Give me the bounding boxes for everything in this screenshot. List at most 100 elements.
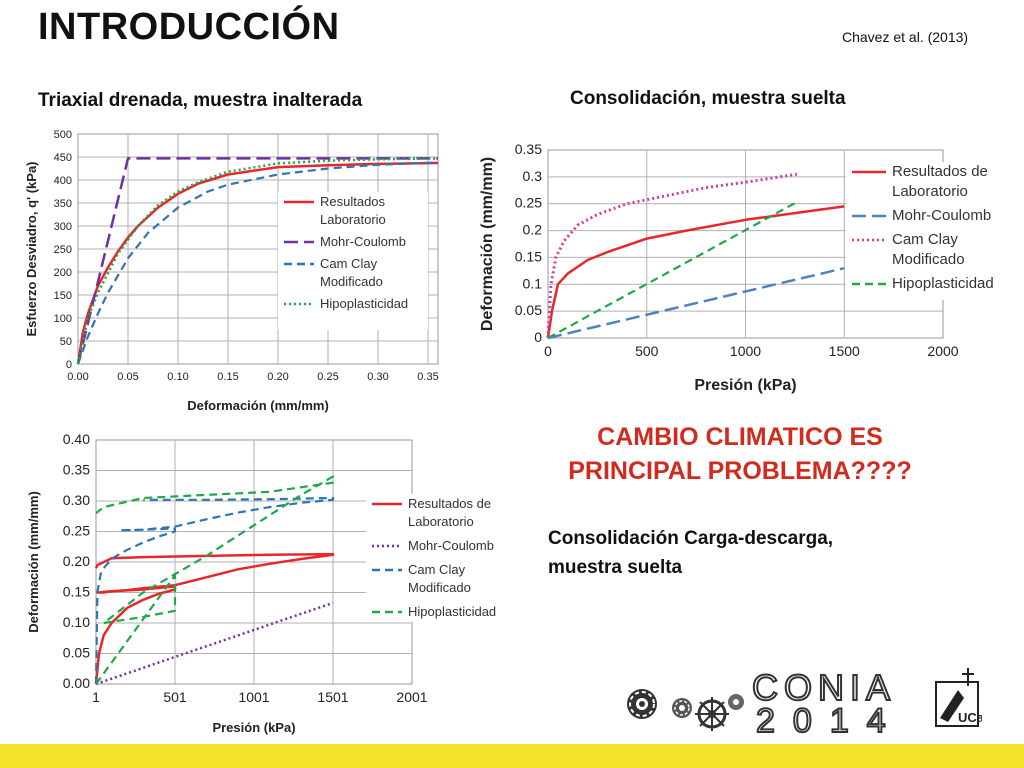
x-tick-label: 1500: [829, 343, 860, 359]
highlight-line-2: PRINCIPAL PROBLEMA????: [568, 457, 912, 485]
legend-label: Mohr-Coulomb: [892, 207, 991, 224]
x-tick-label: 2001: [396, 689, 427, 705]
y-tick-label: 0.00: [63, 675, 90, 691]
series-line-1: [94, 552, 335, 685]
series-line-3: [94, 496, 335, 685]
y-tick-label: 500: [54, 129, 72, 141]
conia-wordmark: CONIA: [752, 667, 896, 708]
y-tick-label: 0.1: [523, 275, 543, 291]
legend-label: Mohr-Coulomb: [320, 234, 406, 249]
y-tick-label: 0.10: [63, 614, 90, 630]
series-line-3: [76, 161, 439, 365]
y-tick-label: 200: [54, 267, 72, 279]
conia-logo: CONIA 2014: [627, 666, 904, 736]
consolidacion-subtitle: Consolidación, muestra suelta: [570, 88, 846, 109]
carga-descarga-chart: 0.000.050.100.150.200.250.300.350.401 501…: [26, 431, 516, 735]
triaxial-chart: 0 50 100 150 200 250 300 350 400 450 500 0.00 0.05 0.…: [24, 129, 439, 413]
legend-label: Laboratorio: [408, 514, 474, 529]
series-line-4: [547, 200, 800, 339]
page-title: INTRODUCCIÓN: [38, 6, 340, 48]
y-tick-label: 0.35: [515, 141, 542, 157]
y-tick-label: 100: [54, 313, 72, 325]
x-axis-label: Deformación (mm/mm): [187, 398, 329, 413]
x-tick-label: 501: [163, 689, 187, 705]
legend-label: Resultados de: [408, 496, 491, 511]
y-tick-label: 0.35: [63, 462, 90, 478]
legend-label: Cam Clay: [408, 562, 466, 577]
y-axis-label: Esfuerzo Desviadro, q' (kPa): [24, 161, 39, 336]
legend-label: Modificado: [892, 251, 965, 268]
legend-label: Laboratorio: [320, 212, 386, 227]
legend-label: Hipoplasticidad: [408, 604, 496, 619]
seal-monogram: UCa: [958, 710, 982, 725]
x-tick-label: 0.05: [117, 371, 138, 383]
highlight-message: CAMBIO CLIMATICO ES PRINCIPAL PROBLEMA??…: [540, 420, 940, 488]
x-tick-label: 0.35: [417, 371, 438, 383]
triaxial-subtitle: Triaxial drenada, muestra inalterada: [38, 90, 363, 111]
y-tick-label: 400: [54, 175, 72, 187]
series-line-2: [95, 601, 334, 686]
y-tick-label: 0.2: [523, 222, 543, 238]
consolidacion-chart: 0 0.05 0.1 0.15 0.2 0.25 0.3 0.35 0 500 1000 1500 20…: [479, 141, 1024, 394]
x-tick-label: 500: [635, 343, 659, 359]
y-tick-label: 50: [60, 336, 72, 348]
x-tick-label: 1001: [238, 689, 269, 705]
y-tick-label: 0.40: [63, 431, 90, 447]
y-tick-label: 0: [534, 329, 542, 345]
y-tick-label: 250: [54, 244, 72, 256]
y-tick-label: 350: [54, 198, 72, 210]
carga-descarga-subtitle: Consolidación Carga-descarga, muestra su…: [548, 524, 833, 582]
legend-label: Resultados de: [892, 163, 988, 180]
y-tick-label: 0.05: [63, 645, 90, 661]
x-tick-label: 1000: [730, 343, 761, 359]
small-gear-icon: [672, 698, 692, 718]
series-line-4: [76, 157, 439, 365]
x-tick-label: 0.25: [317, 371, 338, 383]
x-tick-label: 0.20: [267, 371, 288, 383]
legend-box: [278, 192, 428, 330]
x-tick-label: 2000: [927, 343, 958, 359]
y-tick-label: 150: [54, 290, 72, 302]
legend-label: Hipoplasticidad: [892, 275, 994, 292]
legend-box: [846, 162, 1024, 300]
x-axis-label: Presión (kPa): [212, 720, 295, 735]
legend-label: Cam Clay: [320, 256, 378, 271]
series-line-2: [547, 266, 845, 340]
x-axis-label: Presión (kPa): [694, 377, 796, 394]
gear-icon: [627, 689, 657, 719]
carga-descarga-line-1: Consolidación Carga-descarga,: [548, 528, 834, 549]
legend-label: Modificado: [408, 580, 471, 595]
series-line-1: [546, 205, 845, 339]
y-axis-label: Deformación (mm/mm): [26, 491, 41, 633]
y-tick-label: 0.15: [63, 584, 90, 600]
footer-bar: [0, 744, 1024, 768]
carga-descarga-line-2: muestra suelta: [548, 557, 683, 578]
series-line-2: [76, 157, 438, 365]
conia-year: 2014: [756, 702, 904, 736]
y-tick-label: 0.3: [523, 168, 543, 184]
y-tick-label: 450: [54, 152, 72, 164]
y-axis-label: Deformación (mm/mm): [479, 157, 496, 331]
legend-label: Resultados: [320, 194, 386, 209]
highlight-line-1: CAMBIO CLIMATICO ES: [597, 423, 883, 451]
legend-label: Hipoplasticidad: [320, 296, 408, 311]
x-tick-label: 1: [92, 689, 100, 705]
x-tick-label: 0.00: [67, 371, 88, 383]
cog-icon: [728, 694, 744, 710]
x-tick-label: 1501: [317, 689, 348, 705]
university-seal: UCa: [935, 668, 982, 727]
y-tick-label: 300: [54, 221, 72, 233]
legend-box: [366, 494, 516, 622]
y-tick-label: 0: [66, 359, 72, 371]
x-tick-label: 0.15: [217, 371, 238, 383]
y-tick-label: 0.15: [515, 248, 542, 264]
legend-label: Mohr-Coulomb: [408, 538, 494, 553]
x-tick-label: 0.30: [367, 371, 388, 383]
y-tick-label: 0.30: [63, 492, 90, 508]
y-tick-label: 0.25: [515, 195, 542, 211]
legend-label: Cam Clay: [892, 231, 958, 248]
legend-label: Modificado: [320, 274, 383, 289]
x-tick-label: 0: [544, 343, 552, 359]
y-tick-label: 0.20: [63, 553, 90, 569]
y-tick-label: 0.25: [63, 523, 90, 539]
